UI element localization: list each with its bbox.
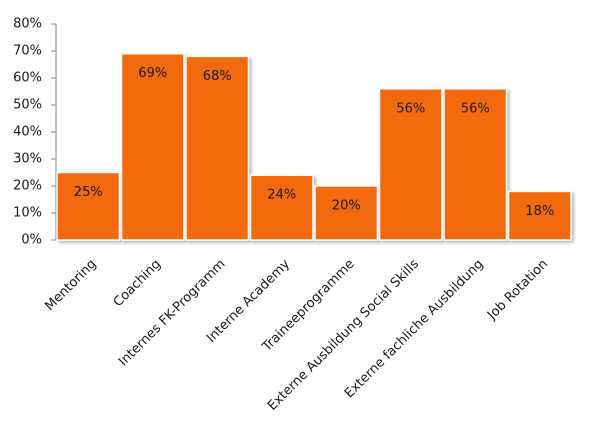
bar [185,55,250,241]
x-tick-label: Mentoring [42,257,99,314]
x-tick-label: Coaching [111,257,164,310]
bar [443,88,508,241]
y-tick-label: 40% [13,125,42,140]
data-label: 69% [138,66,167,81]
y-tick-label: 80% [13,17,42,32]
data-label: 18% [525,204,554,219]
y-tick-label: 60% [13,71,42,86]
bar [56,171,121,241]
data-label: 56% [461,101,490,116]
y-tick-label: 70% [13,44,42,59]
bar [120,52,185,241]
y-tick-label: 50% [13,98,42,113]
x-tick-label: Internes FK-Programm [116,257,229,370]
data-label: 24% [267,188,296,203]
y-tick-label: 20% [13,179,42,194]
data-label: 56% [396,101,425,116]
data-label: 68% [203,69,232,84]
y-tick-label: 0% [21,233,42,248]
y-tick-label: 30% [13,152,42,167]
x-tick-label: Externe fachliche Ausbildung [342,257,487,402]
bar [314,185,379,241]
data-label: 25% [74,185,103,200]
bar [249,174,314,241]
data-label: 20% [332,199,361,214]
bar [378,88,443,241]
x-tick-label: Job Rotation [484,257,551,324]
y-tick-label: 10% [13,206,42,221]
bar [507,190,572,241]
